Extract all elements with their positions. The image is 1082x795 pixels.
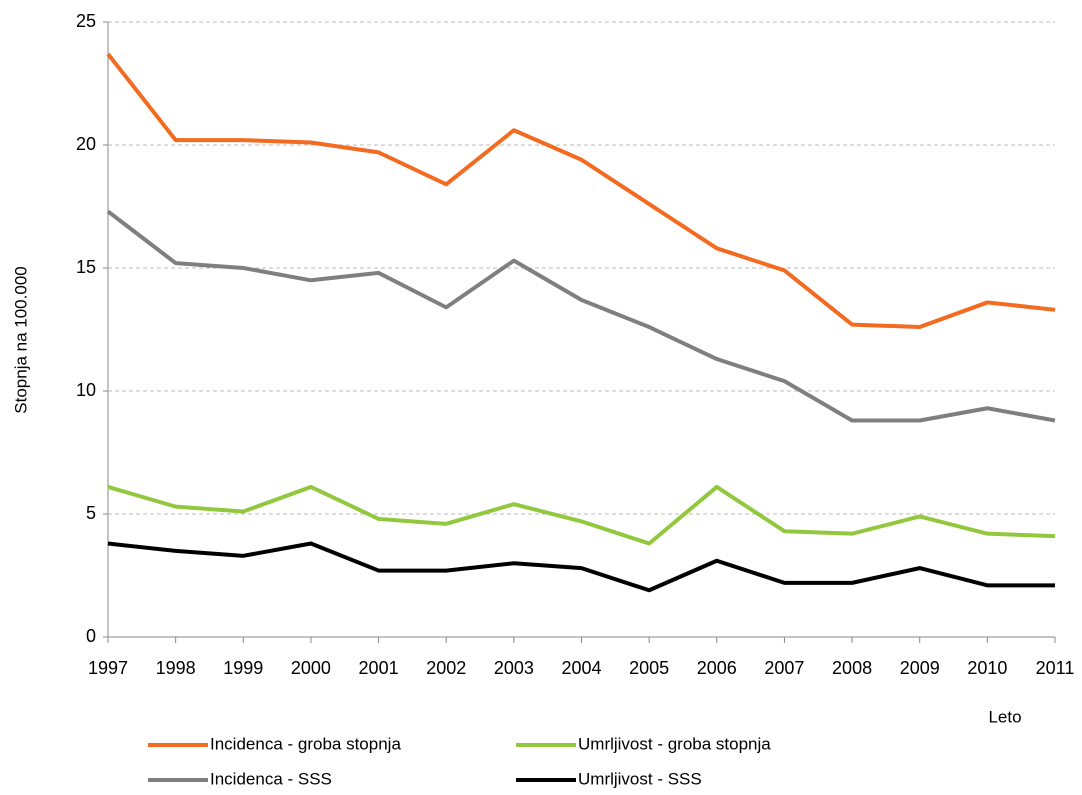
x-tick-label: 2005 [629, 658, 669, 678]
series-line [107, 541, 1055, 593]
legend-label: Umrljivost - groba stopnja [578, 734, 771, 753]
x-axis-title: Leto [988, 707, 1021, 726]
series-line [107, 484, 1056, 546]
x-tick-label: 2002 [426, 658, 466, 678]
legend-label: Incidenca - SSS [210, 769, 332, 788]
x-tick-label: 2010 [967, 658, 1007, 678]
legend-label: Umrljivost - SSS [578, 769, 702, 788]
x-tick-label: 2006 [697, 658, 737, 678]
y-tick-label: 5 [86, 503, 96, 523]
x-tick-label: 2009 [900, 658, 940, 678]
x-tick-label: 2004 [561, 658, 601, 678]
y-tick-label: 25 [76, 11, 96, 31]
x-tick-label: 2001 [359, 658, 399, 678]
series-line [106, 209, 1056, 423]
legend-label: Incidenca - groba stopnja [210, 734, 401, 753]
x-tick-label: 2007 [764, 658, 804, 678]
y-tick-label: 10 [76, 380, 96, 400]
series-line [106, 52, 1056, 330]
x-tick-label: 1998 [156, 658, 196, 678]
x-tick-label: 1997 [88, 658, 128, 678]
x-tick-label: 2000 [291, 658, 331, 678]
x-tick-label: 2008 [832, 658, 872, 678]
y-tick-label: 0 [86, 626, 96, 646]
y-tick-label: 20 [76, 134, 96, 154]
x-tick-label: 2011 [1036, 658, 1075, 678]
y-axis-title: Stopnja na 100.000 [11, 266, 30, 413]
x-tick-label: 2003 [494, 658, 534, 678]
x-tick-label: 1999 [223, 658, 263, 678]
y-tick-label: 15 [76, 257, 96, 277]
